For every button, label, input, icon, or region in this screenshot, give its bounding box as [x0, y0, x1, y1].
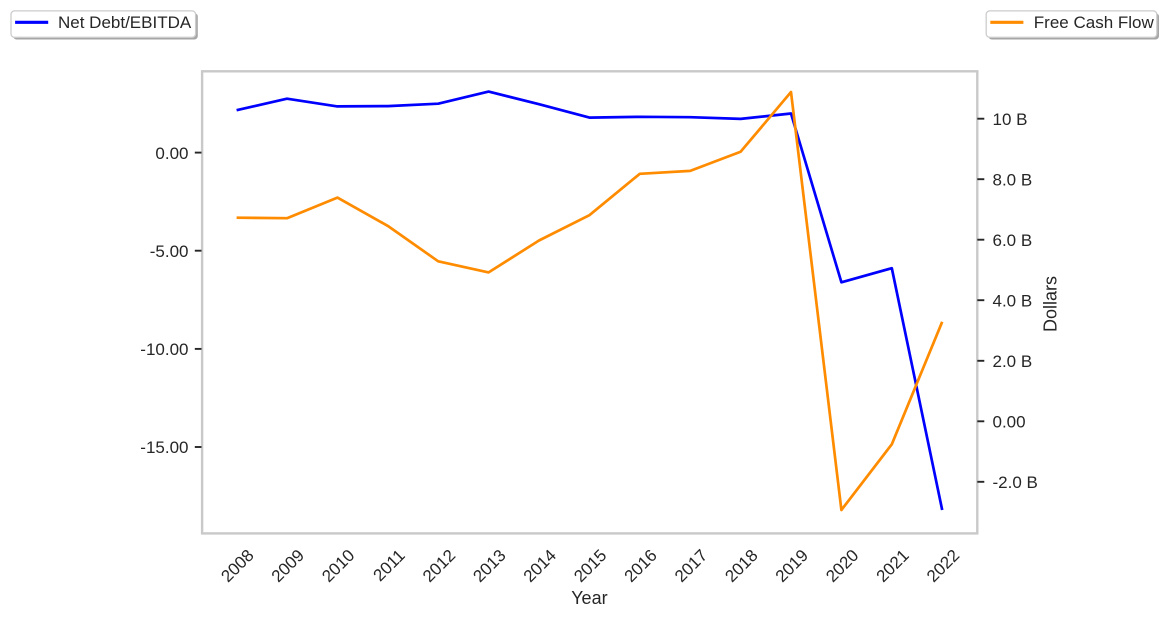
svg-text:-5.00: -5.00: [150, 242, 189, 261]
svg-text:-15.00: -15.00: [140, 438, 188, 457]
svg-text:0.00: 0.00: [155, 144, 188, 163]
svg-text:2.0 B: 2.0 B: [993, 352, 1033, 371]
svg-text:Dollars: Dollars: [1041, 276, 1061, 332]
svg-text:8.0 B: 8.0 B: [993, 170, 1033, 189]
svg-text:-2.0 B: -2.0 B: [993, 473, 1038, 492]
svg-text:Free Cash Flow: Free Cash Flow: [1034, 13, 1155, 32]
svg-text:Year: Year: [571, 588, 607, 608]
svg-text:Net Debt/EBITDA: Net Debt/EBITDA: [58, 13, 192, 32]
svg-text:4.0 B: 4.0 B: [993, 291, 1033, 310]
svg-text:10 B: 10 B: [993, 110, 1028, 129]
svg-text:-10.00: -10.00: [140, 340, 188, 359]
svg-text:0.00: 0.00: [993, 413, 1026, 432]
svg-text:6.0 B: 6.0 B: [993, 231, 1033, 250]
